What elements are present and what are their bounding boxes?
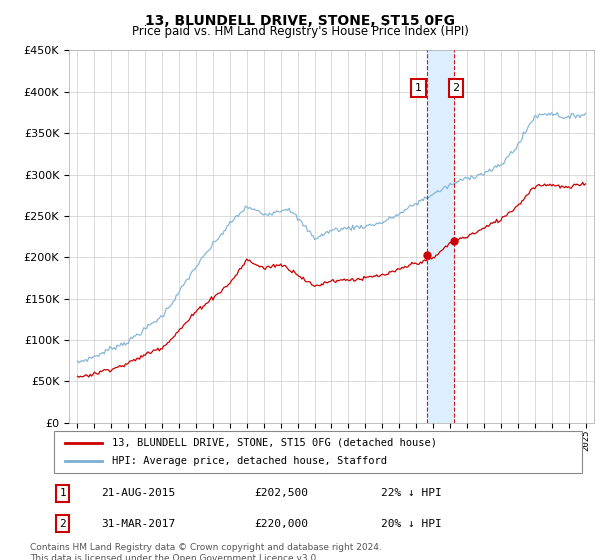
Text: 31-MAR-2017: 31-MAR-2017 (101, 519, 176, 529)
Text: 1: 1 (415, 83, 422, 92)
Text: 2: 2 (452, 83, 460, 92)
FancyBboxPatch shape (54, 431, 582, 473)
Text: Contains HM Land Registry data © Crown copyright and database right 2024.
This d: Contains HM Land Registry data © Crown c… (30, 543, 382, 560)
Text: Price paid vs. HM Land Registry's House Price Index (HPI): Price paid vs. HM Land Registry's House … (131, 25, 469, 38)
Bar (427, 50, 454, 423)
Text: 20% ↓ HPI: 20% ↓ HPI (382, 519, 442, 529)
Text: £220,000: £220,000 (254, 519, 308, 529)
Text: 22% ↓ HPI: 22% ↓ HPI (382, 488, 442, 498)
Text: HPI: Average price, detached house, Stafford: HPI: Average price, detached house, Staf… (112, 456, 387, 466)
Text: 13, BLUNDELL DRIVE, STONE, ST15 0FG (detached house): 13, BLUNDELL DRIVE, STONE, ST15 0FG (det… (112, 438, 437, 448)
Text: 21-AUG-2015: 21-AUG-2015 (101, 488, 176, 498)
Text: 1: 1 (59, 488, 66, 498)
Text: 2: 2 (59, 519, 66, 529)
Text: £202,500: £202,500 (254, 488, 308, 498)
Text: 13, BLUNDELL DRIVE, STONE, ST15 0FG: 13, BLUNDELL DRIVE, STONE, ST15 0FG (145, 14, 455, 28)
